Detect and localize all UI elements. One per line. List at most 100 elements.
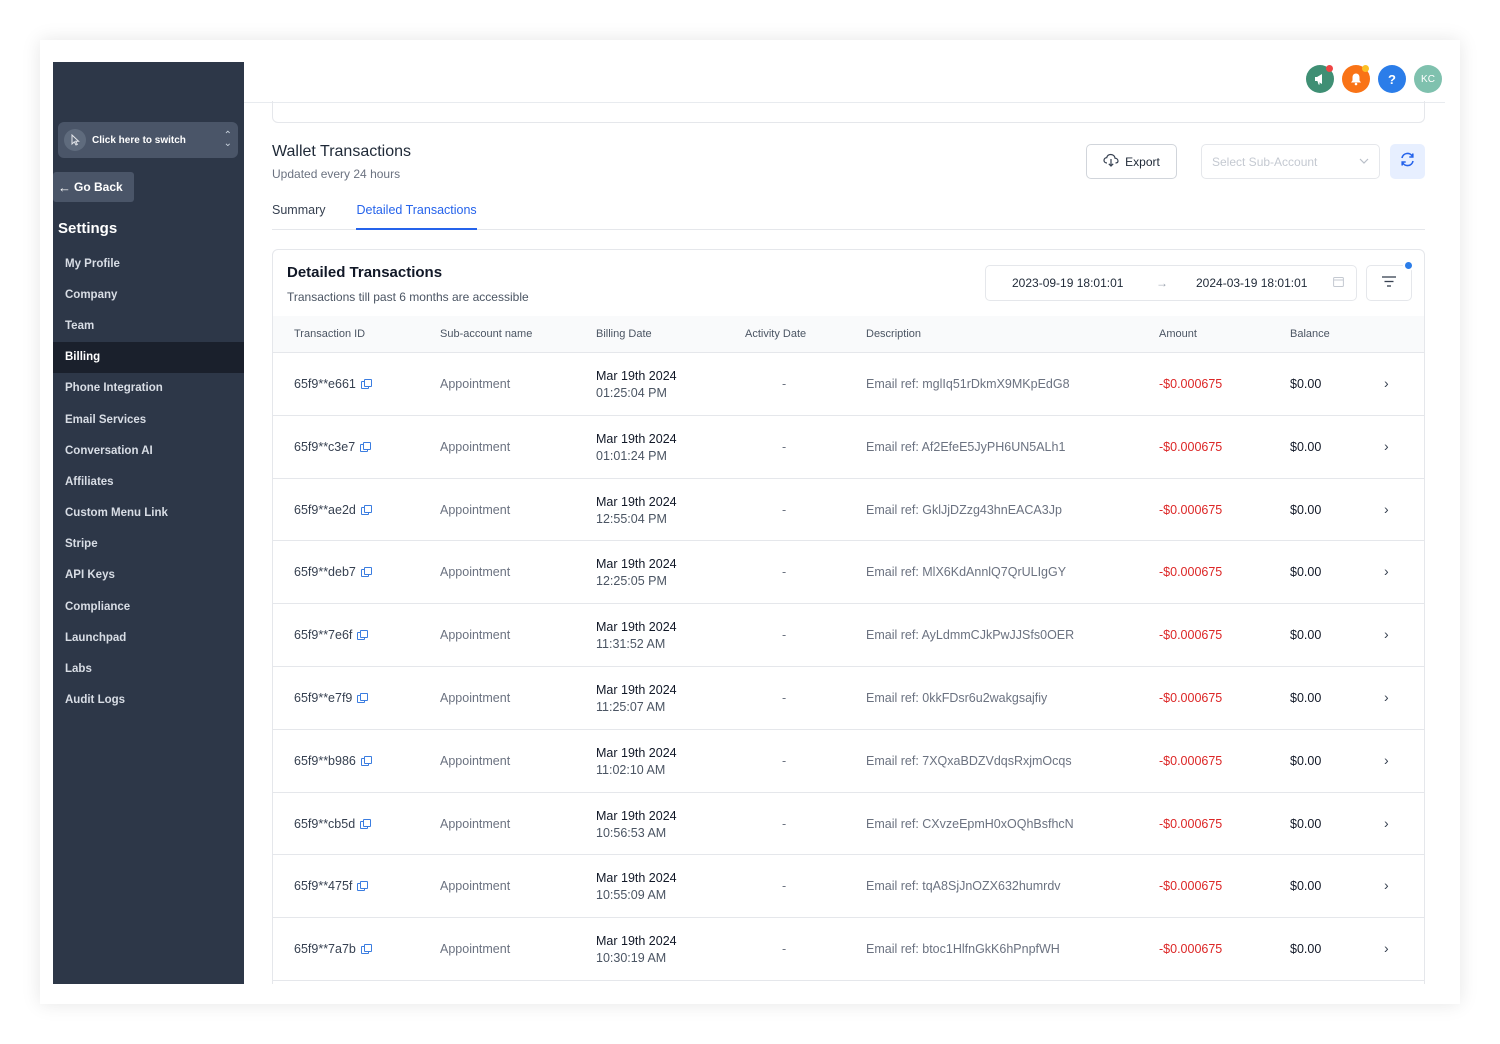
go-back-button[interactable]: ← Go Back	[53, 172, 134, 202]
filter-button[interactable]	[1366, 265, 1412, 301]
filter-active-dot	[1403, 260, 1414, 271]
activity-date: -	[782, 753, 787, 768]
main-content: Wallet Transactions Updated every 24 hou…	[244, 101, 1445, 984]
copy-icon[interactable]	[360, 818, 372, 829]
sidebar-item-company[interactable]: Company	[65, 288, 118, 301]
tab-summary[interactable]: Summary	[272, 203, 326, 217]
copy-icon[interactable]	[360, 755, 372, 766]
billing-date: Mar 19th 2024 10:30:19 AM	[596, 933, 677, 967]
balance: $0.00	[1290, 753, 1322, 768]
megaphone-icon[interactable]	[1306, 65, 1334, 93]
refresh-button[interactable]	[1390, 144, 1425, 179]
copy-icon[interactable]	[360, 567, 372, 578]
settings-nav: My Profile Company Team Billing Phone Integr…	[53, 248, 244, 716]
tabs: Summary Detailed Transactions	[272, 197, 1425, 230]
chevron-right-icon[interactable]: ›	[1384, 814, 1389, 831]
sidebar-item-billing[interactable]: Billing	[53, 341, 244, 373]
transaction-id: 65f9**b986	[294, 754, 372, 768]
sidebar-item-labs[interactable]: Labs	[65, 663, 92, 676]
table-row[interactable]: 65f9**b986 Appointment Mar 19th 2024 11:02:…	[273, 730, 1424, 793]
help-icon[interactable]: ?	[1378, 65, 1406, 93]
sub-account-name: Appointment	[440, 502, 511, 517]
transaction-id: 65f9**cb5d	[294, 817, 372, 831]
copy-icon[interactable]	[360, 504, 372, 515]
sidebar-item-affiliates[interactable]: Affiliates	[65, 475, 114, 488]
table-row[interactable]: 65f9**7a7b Appointment Mar 19th 2024 10:30:…	[273, 918, 1424, 981]
sidebar-item-launchpad[interactable]: Launchpad	[65, 631, 127, 644]
billing-date-day: Mar 19th 2024	[596, 557, 677, 572]
sidebar-item-api-keys[interactable]: API Keys	[65, 569, 115, 582]
account-switcher[interactable]: Click here to switch ⌃ ⌄	[58, 122, 238, 158]
description: Email ref: MlX6KdAnnlQ7QrULIgGY	[866, 565, 1067, 580]
table-row[interactable]: 65f9**e7f9 Appointment Mar 19th 2024 11:25:…	[273, 667, 1424, 730]
chevron-right-icon[interactable]: ›	[1384, 688, 1389, 705]
table-header: Transaction ID Sub-account name Billing Da…	[273, 316, 1424, 353]
table-row[interactable]: 65f9**cb5d Appointment Mar 19th 2024 10:56:…	[273, 793, 1424, 856]
filter-icon	[1382, 274, 1396, 292]
chevron-right-icon[interactable]: ›	[1384, 877, 1389, 894]
sidebar-item-conversation-ai[interactable]: Conversation AI	[65, 444, 153, 457]
chevron-right-icon[interactable]: ›	[1384, 563, 1389, 580]
balance: $0.00	[1290, 502, 1322, 517]
table-row[interactable]: 65f9**e661 Appointment Mar 19th 2024 01:25:…	[273, 353, 1424, 416]
table-row[interactable]: 65f9**7e6f Appointment Mar 19th 2024 11:31:…	[273, 604, 1424, 667]
transaction-id-text: 65f9**c3e7	[294, 439, 356, 454]
chevron-right-icon[interactable]: ›	[1384, 940, 1389, 957]
billing-date-time: 11:31:52 AM	[596, 637, 666, 652]
sub-account-select[interactable]: Select Sub-Account	[1201, 144, 1380, 179]
copy-icon[interactable]	[360, 944, 372, 955]
transaction-id: 65f9**ae2d	[294, 503, 372, 517]
balance: $0.00	[1290, 628, 1322, 643]
chevron-right-icon[interactable]: ›	[1384, 500, 1389, 517]
copy-icon[interactable]	[357, 692, 369, 703]
copy-icon[interactable]	[360, 379, 372, 389]
transaction-id-text: 65f9**deb7	[294, 565, 356, 580]
sidebar-item-stripe[interactable]: Stripe	[65, 538, 98, 551]
transaction-id-text: 65f9**7e6f	[294, 628, 353, 643]
sidebar-item-team[interactable]: Team	[65, 319, 95, 332]
col-amount: Amount	[1159, 328, 1197, 340]
sidebar-item-email-services[interactable]: Email Services	[65, 413, 147, 426]
copy-icon[interactable]	[357, 881, 369, 892]
date-range-picker[interactable]: 2023-09-19 18:01:01 → 2024-03-19 18:01:0…	[985, 265, 1357, 301]
chevron-right-icon[interactable]: ›	[1384, 626, 1389, 643]
sub-account-name: Appointment	[440, 942, 511, 957]
sidebar-item-compliance[interactable]: Compliance	[65, 600, 131, 613]
activity-date: -	[782, 942, 787, 957]
copy-icon[interactable]	[357, 630, 369, 641]
billing-date: Mar 19th 2024 12:55:04 PM	[596, 494, 677, 528]
table-row[interactable]: 65f9**c3e7 Appointment Mar 19th 2024 01:01:…	[273, 416, 1424, 479]
chevron-right-icon[interactable]: ›	[1384, 437, 1389, 454]
notification-dot	[1362, 65, 1369, 72]
table-row[interactable]: 65f9**deb7 Appointment Mar 19th 2024 12:25:…	[273, 541, 1424, 605]
col-description: Description	[866, 328, 922, 340]
chevron-right-icon[interactable]: ›	[1384, 375, 1389, 391]
sub-account-name: Appointment	[440, 377, 511, 391]
sidebar: Click here to switch ⌃ ⌄ ← Go Back Settin…	[53, 62, 244, 984]
avatar[interactable]: KC	[1414, 65, 1442, 93]
export-button[interactable]: Export	[1086, 144, 1177, 179]
description: Email ref: 7XQxaBDZVdqsRxjmOcqs	[866, 753, 1072, 768]
amount: -$0.000675	[1159, 502, 1223, 517]
billing-date: Mar 19th 2024 10:56:53 AM	[596, 808, 677, 842]
table-row[interactable]: 65f9**ae2d Appointment Mar 19th 2024 12:55:…	[273, 479, 1424, 542]
col-transaction-id: Transaction ID	[294, 328, 366, 340]
balance: $0.00	[1290, 879, 1322, 894]
chevron-right-icon[interactable]: ›	[1384, 751, 1389, 768]
sidebar-item-audit-logs[interactable]: Audit Logs	[65, 694, 126, 707]
table-row[interactable]: 65f9**475f Appointment Mar 19th 2024 10:55:…	[273, 855, 1424, 919]
billing-date-day: Mar 19th 2024	[596, 369, 677, 383]
sidebar-item-phone-integration[interactable]: Phone Integration	[65, 382, 163, 395]
description: Email ref: AyLdmmCJkPwJJSfs0OER	[866, 628, 1075, 643]
sidebar-item-custom-menu-link[interactable]: Custom Menu Link	[65, 507, 168, 520]
bell-icon[interactable]	[1342, 65, 1370, 93]
tab-detailed-transactions[interactable]: Detailed Transactions	[356, 197, 477, 230]
activity-date: -	[782, 565, 787, 580]
amount: -$0.000675	[1159, 690, 1223, 705]
copy-icon[interactable]	[360, 441, 372, 452]
chevron-updown-icon: ⌃ ⌄	[223, 130, 232, 149]
sidebar-item-my-profile[interactable]: My Profile	[65, 257, 120, 270]
billing-date-day: Mar 19th 2024	[596, 494, 677, 509]
billing-date: Mar 19th 2024 12:25:05 PM	[596, 556, 677, 590]
billing-date-day: Mar 19th 2024	[596, 431, 677, 446]
